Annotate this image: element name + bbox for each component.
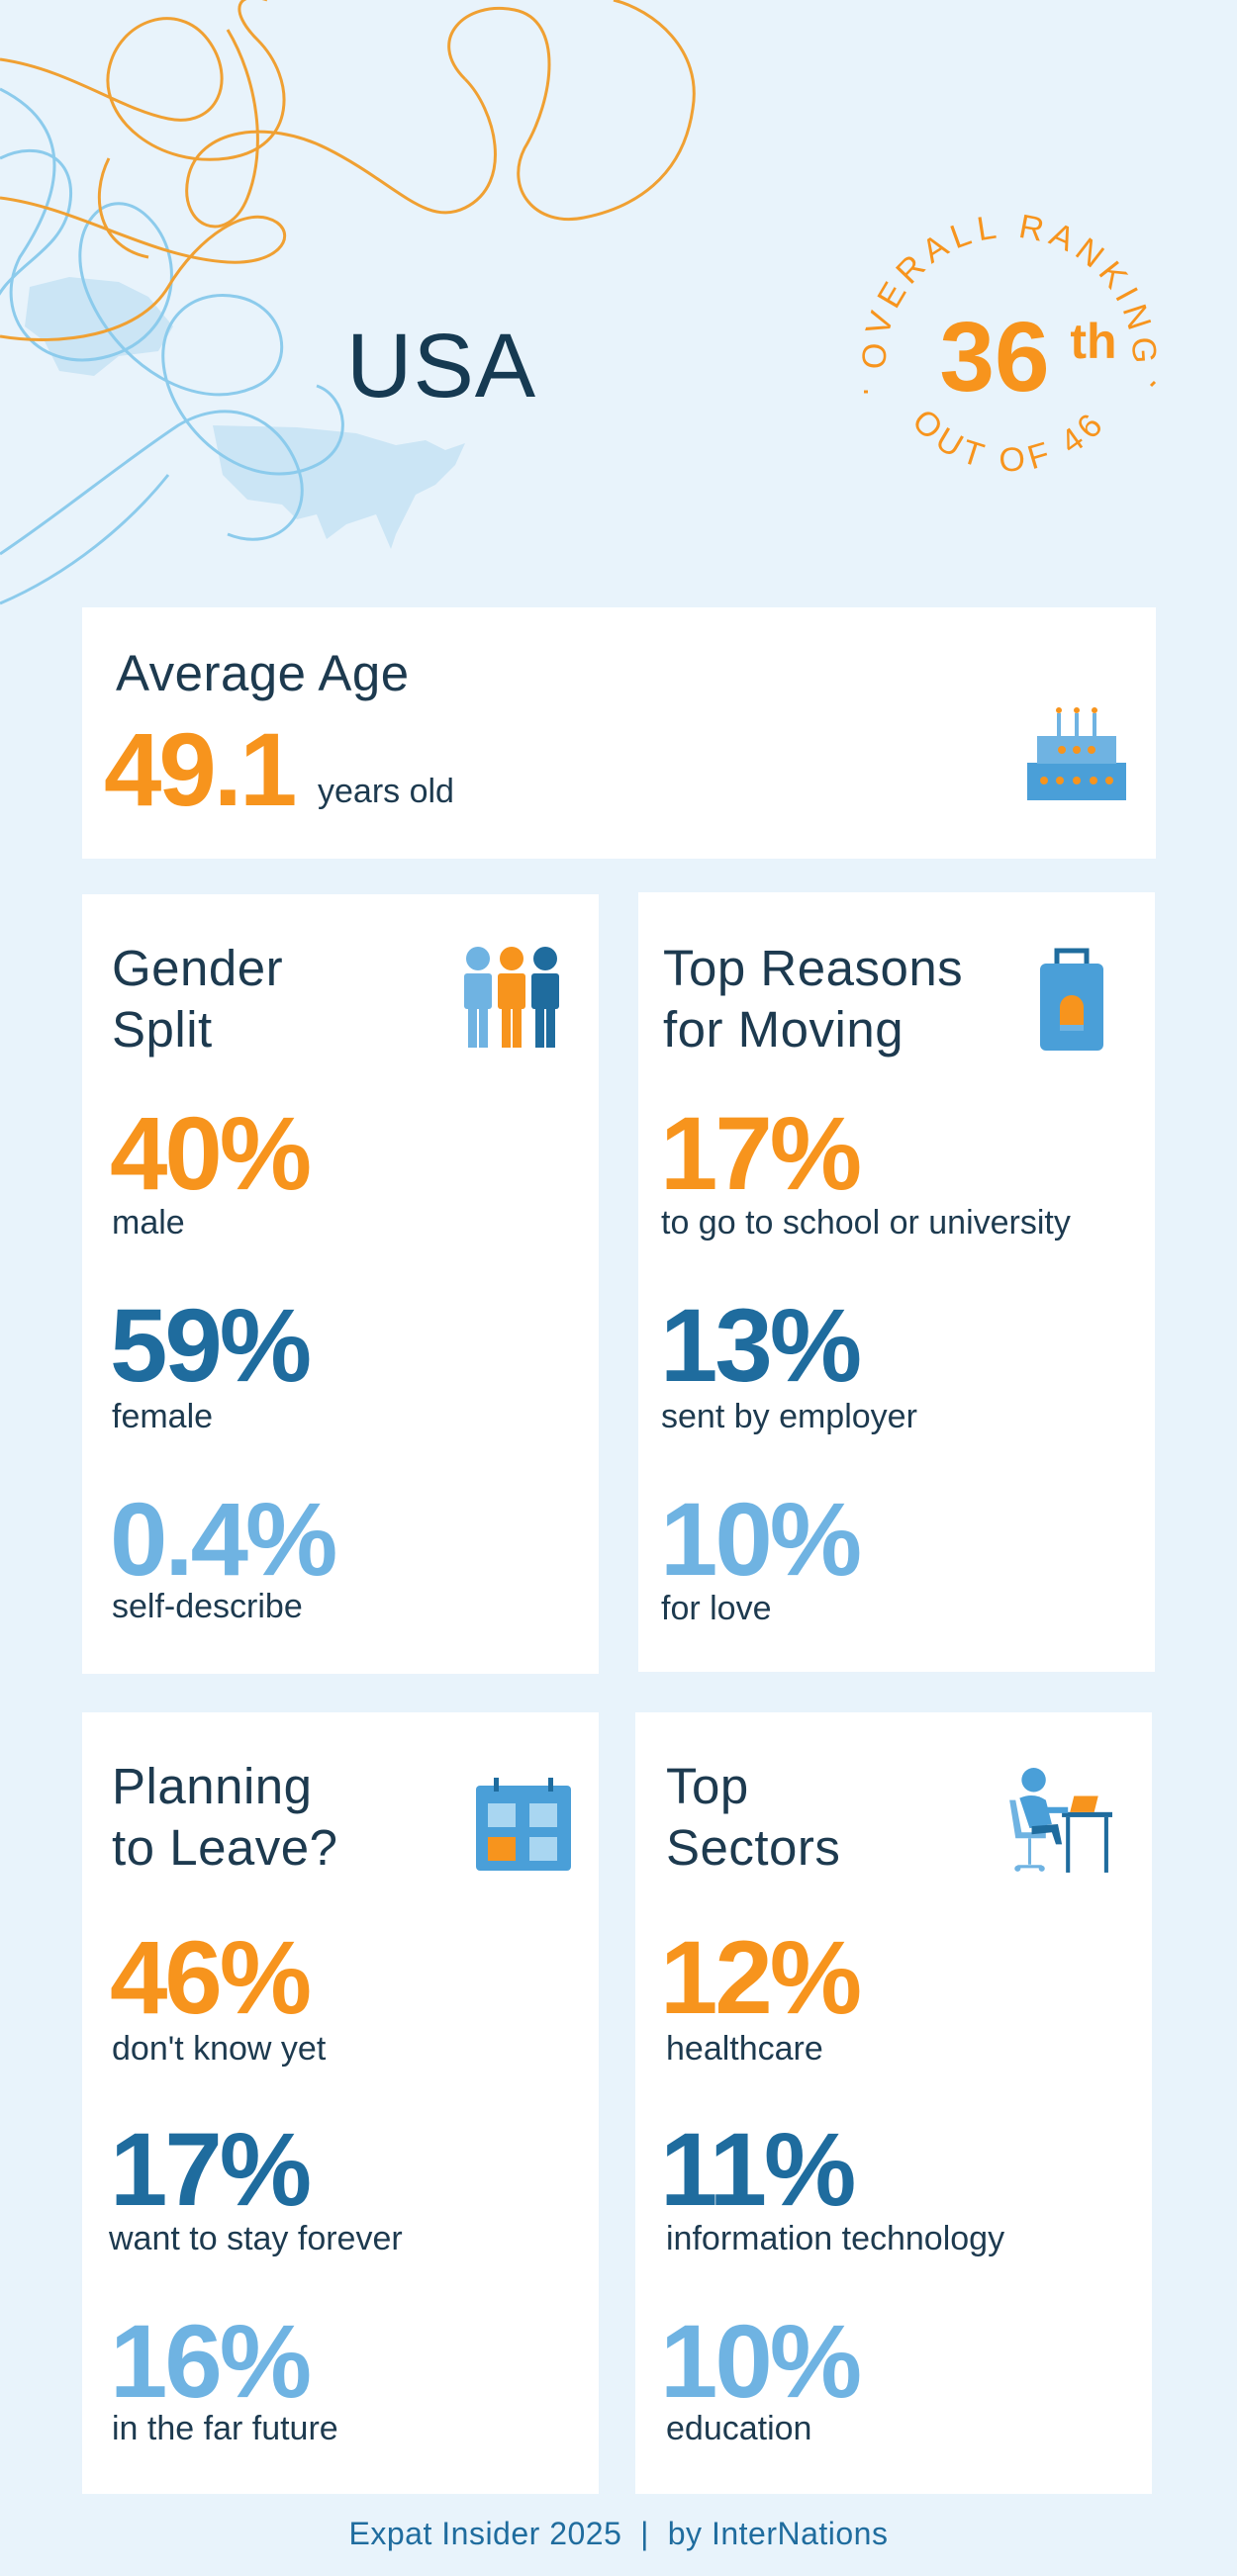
sector-education-value: 10% bbox=[660, 2304, 862, 2420]
alaska-map-shape bbox=[25, 277, 173, 376]
gender-self-describe-value: 0.4% bbox=[110, 1482, 337, 1598]
planning-to-leave-card: Planning to Leave? 46% don't know yet 17… bbox=[82, 1712, 599, 2494]
suitcase-icon bbox=[1040, 948, 1103, 1051]
top-sectors-title-line2: Sectors bbox=[666, 1819, 841, 1876]
gender-split-title-line1: Gender bbox=[112, 940, 284, 996]
overall-ranking-badge: OVERALL RANKING OUT OF 46 36 th bbox=[855, 208, 1157, 480]
average-age-unit: years old bbox=[318, 773, 454, 810]
calendar-icon bbox=[476, 1778, 571, 1871]
planning-stay-forever-label: want to stay forever bbox=[109, 2220, 403, 2257]
average-age-card: Average Age 49.1 years old bbox=[82, 607, 1156, 859]
reason-employer-value: 13% bbox=[660, 1288, 862, 1404]
reason-school-value: 17% bbox=[660, 1096, 862, 1212]
planning-title-line2: to Leave? bbox=[112, 1819, 338, 1876]
gender-female-label: female bbox=[112, 1398, 214, 1435]
rank-number: 36 bbox=[939, 302, 1049, 413]
footer-credit: Expat Insider 2025 | by InterNations bbox=[348, 2516, 889, 2551]
birthday-cake-icon bbox=[1027, 707, 1126, 800]
reason-school-label: to go to school or university bbox=[661, 1204, 1071, 1242]
sector-it-value: 11% bbox=[660, 2112, 856, 2228]
planning-far-future-value: 16% bbox=[110, 2304, 312, 2420]
gender-split-card: Gender Split 40% male 59% female 0.4% se… bbox=[82, 894, 599, 1674]
planning-far-future-label: in the far future bbox=[112, 2410, 338, 2447]
planning-dont-know-value: 46% bbox=[110, 1920, 312, 2036]
planning-title-line1: Planning bbox=[112, 1758, 313, 1814]
country-name: USA bbox=[346, 316, 537, 416]
reason-employer-label: sent by employer bbox=[661, 1398, 917, 1435]
person-at-desk-icon bbox=[1009, 1768, 1112, 1873]
rank-suffix: th bbox=[1070, 314, 1116, 369]
top-reasons-title-line2: for Moving bbox=[663, 1001, 904, 1058]
gender-male-label: male bbox=[112, 1204, 185, 1242]
gender-split-title-line2: Split bbox=[112, 1001, 213, 1058]
top-sectors-card: Top Sectors 12% healthcare 11% informati… bbox=[635, 1712, 1152, 2494]
gender-female-value: 59% bbox=[110, 1288, 312, 1404]
reason-love-label: for love bbox=[661, 1590, 772, 1627]
ranking-bottom-text: OUT OF 46 bbox=[904, 403, 1113, 480]
sector-it-label: information technology bbox=[666, 2220, 1005, 2257]
average-age-title: Average Age bbox=[116, 645, 410, 701]
people-icon bbox=[464, 947, 559, 1048]
planning-stay-forever-value: 17% bbox=[110, 2112, 312, 2228]
planning-dont-know-label: don't know yet bbox=[112, 2030, 327, 2068]
usa-map-shape bbox=[213, 425, 465, 549]
top-reasons-title-line1: Top Reasons bbox=[663, 940, 964, 996]
gender-self-describe-label: self-describe bbox=[112, 1588, 303, 1625]
top-reasons-card: Top Reasons for Moving 17% to go to scho… bbox=[638, 892, 1155, 1672]
reason-love-value: 10% bbox=[660, 1482, 862, 1598]
average-age-value: 49.1 bbox=[104, 712, 297, 828]
gender-male-value: 40% bbox=[110, 1096, 312, 1212]
sector-healthcare-value: 12% bbox=[660, 1920, 862, 2036]
sector-healthcare-label: healthcare bbox=[666, 2030, 823, 2068]
header-decoration bbox=[0, 0, 696, 605]
sector-education-label: education bbox=[666, 2410, 812, 2447]
top-sectors-title-line1: Top bbox=[666, 1758, 749, 1814]
